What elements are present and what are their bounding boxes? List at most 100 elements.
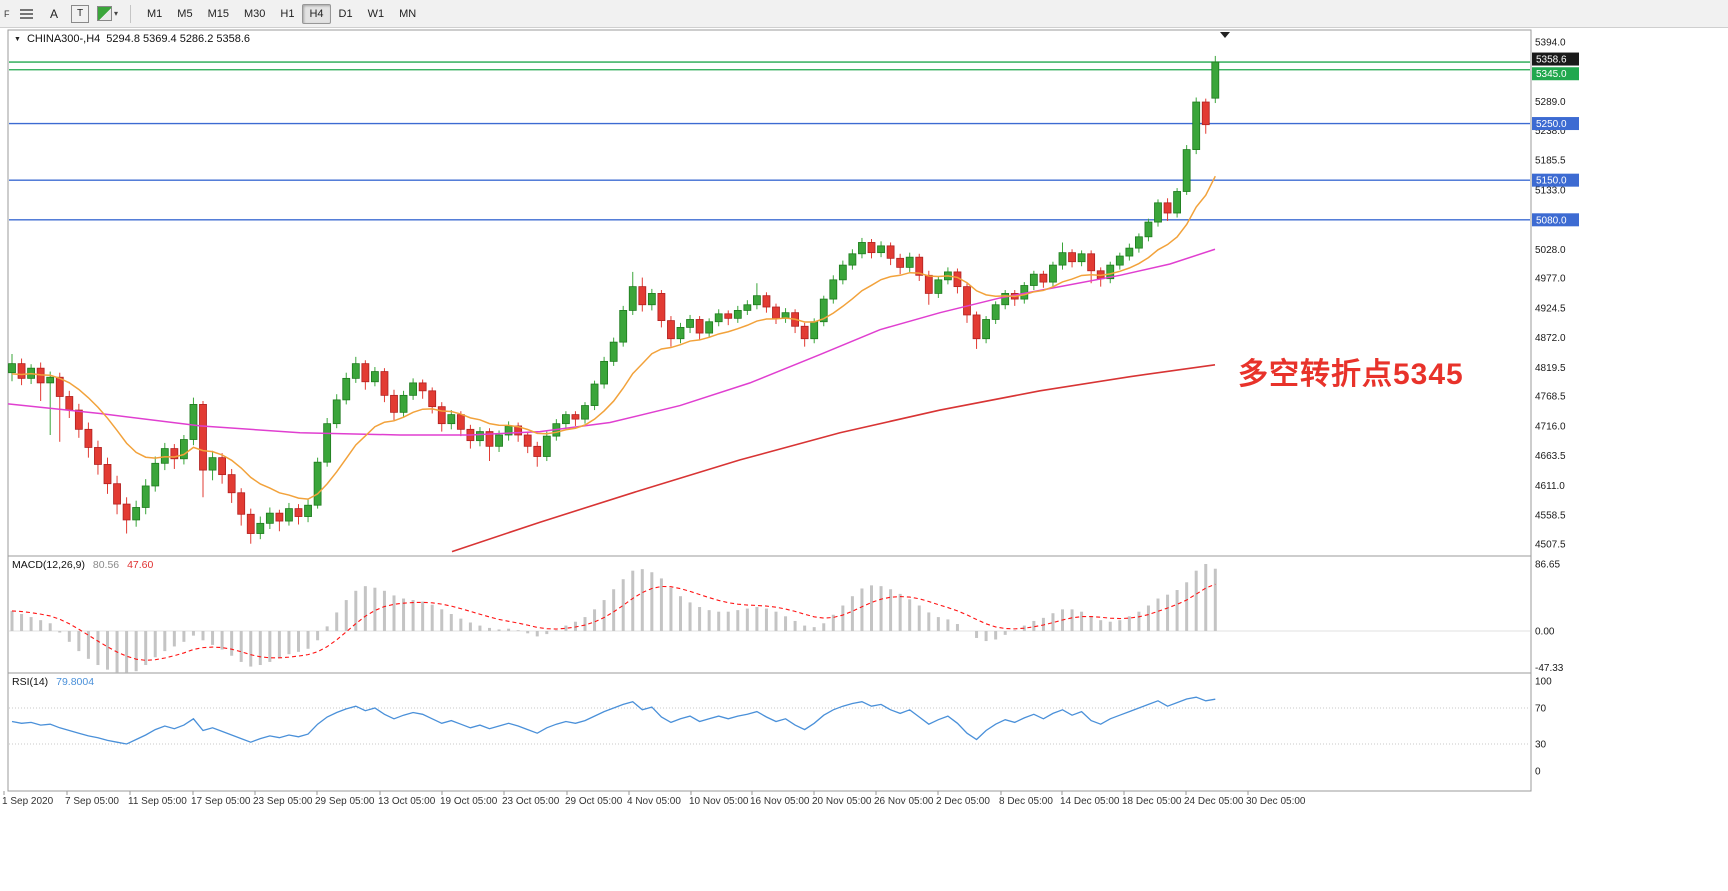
collapse-triangle-icon[interactable]: ▼ — [14, 35, 21, 43]
timeframe-button-w1[interactable]: W1 — [367, 7, 385, 20]
candle-body — [46, 376, 55, 384]
dock-label: F — [4, 8, 10, 19]
price-axis-label: 4507.5 — [1535, 539, 1566, 550]
candle-body — [972, 314, 981, 340]
timeframe-button-h4[interactable]: H4 — [302, 3, 331, 24]
candle-body — [829, 279, 838, 300]
price-axis-label: 4558.5 — [1535, 511, 1566, 522]
rsi-axis-label: 30 — [1535, 740, 1547, 751]
timeframe-button-m1[interactable]: M1 — [147, 7, 163, 20]
ma-fast-line — [11, 175, 1216, 500]
main-panel — [7, 29, 1532, 557]
candle-body — [1125, 247, 1134, 257]
price-axis-label: 5185.5 — [1535, 156, 1566, 167]
time-axis-label: 30 Dec 05:00 — [1246, 796, 1306, 807]
timeframe-button-h1[interactable]: H1 — [280, 7, 295, 20]
price-marker-label: 5345.0 — [1536, 69, 1567, 80]
timeframe-button-mn[interactable]: MN — [399, 7, 417, 20]
time-axis-label: 2 Dec 05:00 — [936, 796, 990, 807]
timeframe-group: M1 M5 M15 M30 H1 H4 D1 W1 MN — [140, 3, 423, 24]
price-axis-label: 5133.0 — [1535, 185, 1566, 196]
candle-body — [313, 461, 322, 506]
candle-body — [456, 414, 465, 430]
text-tool-button[interactable]: T — [71, 4, 89, 23]
candle-body — [170, 448, 179, 460]
candle-body — [600, 360, 608, 385]
time-axis-label: 13 Oct 05:00 — [378, 796, 436, 807]
candle-body — [609, 341, 618, 362]
candle-body — [418, 382, 427, 392]
price-axis-label: 4611.0 — [1535, 481, 1565, 492]
price-axis-label: 4819.5 — [1535, 363, 1566, 374]
time-axis-label: 18 Dec 05:00 — [1122, 796, 1182, 807]
candle-body — [753, 295, 761, 306]
candle-body — [800, 325, 809, 340]
price-axis-label: 4768.5 — [1535, 392, 1566, 403]
macd-name: MACD(12,26,9) — [12, 559, 85, 571]
candle-body — [227, 474, 236, 494]
price-axis-label: 5238.0 — [1535, 126, 1566, 137]
candle-body — [8, 363, 16, 374]
candle-body — [619, 310, 628, 343]
indicators-dropdown-button[interactable]: ▾ — [94, 4, 121, 24]
candle-body — [275, 512, 284, 522]
ma-slow-line — [451, 363, 1216, 553]
candle-body — [695, 319, 704, 334]
candle-body — [160, 448, 169, 464]
time-axis-label: 10 Nov 05:00 — [689, 796, 749, 807]
candle-body — [838, 264, 847, 281]
candle-body — [351, 363, 360, 379]
candle-body — [1201, 101, 1210, 126]
rsi-panel — [7, 672, 1532, 792]
price-axis-label: 4924.5 — [1535, 303, 1566, 314]
candle-body — [590, 383, 599, 406]
timeframe-button-m30[interactable]: M30 — [243, 7, 266, 20]
candle-body — [657, 293, 666, 322]
candle-body — [877, 245, 885, 254]
candle-body — [542, 435, 551, 457]
timeframe-button-m5[interactable]: M5 — [177, 7, 193, 20]
candle-body — [886, 245, 895, 259]
candle-body — [141, 485, 150, 508]
candle-body — [1154, 202, 1162, 223]
time-axis-label: 29 Oct 05:00 — [565, 796, 623, 807]
candle-body — [370, 371, 379, 383]
candle-body — [638, 286, 647, 306]
chart-ohlc-values: 5294.8 5369.4 5286.2 5358.6 — [106, 33, 251, 45]
price-axis-label: 5028.0 — [1535, 245, 1566, 256]
price-marker-label: 5080.0 — [1536, 215, 1567, 226]
price-axis-label: 5289.0 — [1535, 97, 1566, 108]
candle-body — [1173, 191, 1181, 214]
rsi-line — [11, 696, 1216, 745]
candle-body — [896, 257, 905, 268]
rsi-name: RSI(14) — [12, 676, 49, 688]
candle-body — [428, 390, 437, 408]
candle-body — [1039, 273, 1048, 283]
time-axis-label: 26 Nov 05:00 — [874, 796, 934, 807]
price-axis-label: 4663.5 — [1535, 451, 1566, 462]
candle-body — [447, 414, 456, 425]
time-axis-label: 14 Dec 05:00 — [1060, 796, 1120, 807]
charts-menu-icon[interactable] — [17, 4, 37, 24]
candle-body — [1135, 236, 1143, 249]
time-axis-label: 29 Sep 05:00 — [315, 796, 375, 807]
candle-body — [237, 492, 246, 515]
timeframe-button-d1[interactable]: D1 — [338, 7, 353, 20]
candle-body — [94, 447, 102, 465]
candle-body — [810, 321, 819, 340]
cursor-tool-button[interactable]: A — [42, 4, 66, 24]
rsi-title: RSI(14) 79.8004 — [12, 676, 94, 688]
candle-body — [1163, 202, 1172, 214]
candle-body — [285, 508, 293, 522]
candle-body — [265, 512, 274, 524]
candle-body — [246, 513, 255, 534]
candle-body — [724, 313, 733, 319]
chart-title: ▼ CHINA300-,H4 5294.8 5369.4 5286.2 5358… — [14, 33, 250, 45]
timeframe-button-m15[interactable]: M15 — [207, 7, 229, 20]
candle-body — [218, 457, 227, 476]
price-marker-box — [1532, 117, 1579, 131]
candle-body — [1077, 253, 1086, 263]
candle-body — [647, 293, 656, 306]
text-tool-label: T — [76, 8, 84, 19]
